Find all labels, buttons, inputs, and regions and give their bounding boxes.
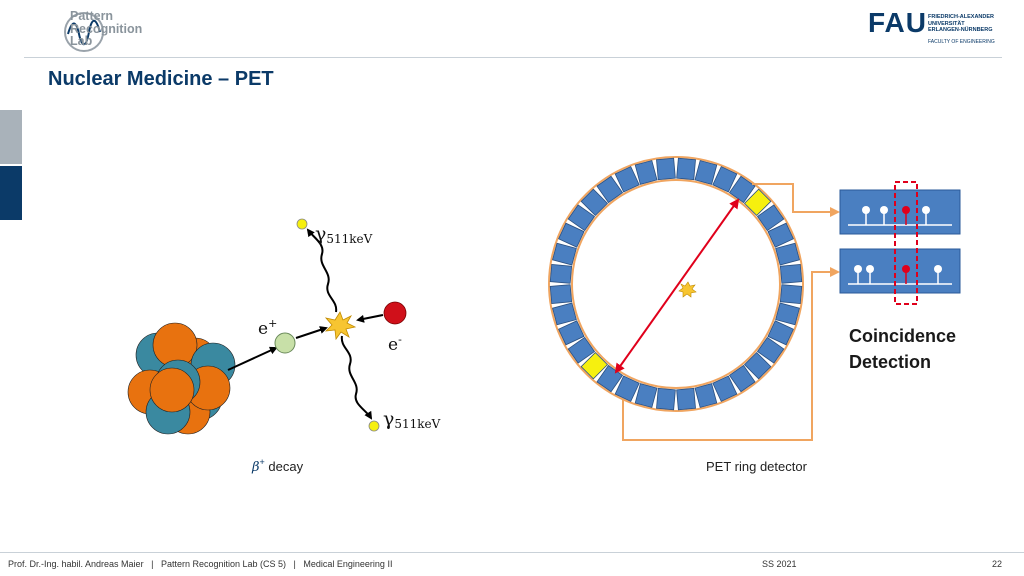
- detector-block: [775, 302, 800, 326]
- detector-block: [775, 242, 800, 266]
- signal-path-top: [752, 183, 840, 217]
- footer-separator-2: |: [293, 559, 296, 569]
- side-tab-grey: [0, 110, 22, 164]
- page-number: 22: [992, 559, 1003, 569]
- detector-block: [558, 222, 585, 248]
- ring-outer-outline: [548, 156, 804, 412]
- fau-logo-text: FAU: [868, 7, 927, 38]
- nucleus: [127, 322, 236, 435]
- coincidence-label-line-2: Detection: [849, 352, 931, 372]
- detector-block: [552, 242, 577, 266]
- detector-block: [558, 320, 585, 346]
- detector-block: [767, 222, 794, 248]
- detector-block: [614, 375, 640, 402]
- detector-block: [567, 336, 596, 364]
- gamma-top-photon: [296, 218, 308, 230]
- header: Pattern Recognition Lab FAU FRIEDRICH-AL…: [0, 0, 1024, 60]
- detector-block: [549, 264, 573, 284]
- detector-block: [549, 284, 573, 304]
- detector-ring: [549, 157, 803, 411]
- fau-logo: FAU FRIEDRICH-ALEXANDER UNIVERSITÄT ERLA…: [868, 8, 1008, 48]
- electron-label: e-: [388, 333, 402, 355]
- university-name-line-3: ERLANGEN-NÜRNBERG: [928, 27, 993, 33]
- detector-block: [779, 264, 803, 284]
- gamma-bottom-photon: [368, 420, 380, 432]
- annihilation-event: [678, 281, 697, 298]
- gamma-top-path: [306, 228, 338, 313]
- detector-block: [567, 204, 596, 232]
- faculty-name: FACULTY OF ENGINEERING: [928, 39, 995, 45]
- footer: Prof. Dr.-Ing. habil. Andreas Maier | Pa…: [0, 557, 1024, 573]
- electron: [383, 301, 407, 325]
- detector-block: [656, 157, 676, 181]
- footer-term: SS 2021: [762, 559, 797, 569]
- signal-pulses-bottom: [848, 265, 952, 285]
- annihilation-burst: [324, 311, 357, 341]
- decay-diagram: γ511keV γ511keV e+ e- β+ decay: [127, 218, 441, 475]
- detector-block-active: [743, 188, 772, 217]
- decay-caption: β+ decay: [251, 457, 304, 475]
- detector-signal-box-top: [839, 189, 961, 235]
- university-name-line-1: FRIEDRICH-ALEXANDER: [928, 14, 994, 20]
- logo-line-2: Recognition: [70, 21, 143, 36]
- footer-separator-1: |: [151, 559, 154, 569]
- line-of-response: [614, 198, 740, 374]
- gamma-bottom-label: γ511keV: [383, 408, 441, 431]
- detector-block: [767, 320, 794, 346]
- title-divider: [24, 57, 1002, 58]
- gamma-bottom-path: [340, 335, 373, 420]
- detector-block: [743, 351, 772, 380]
- detector-block: [596, 175, 624, 204]
- detector-block: [694, 383, 718, 408]
- university-name-line-2: UNIVERSITÄT: [928, 20, 965, 27]
- detector-block: [779, 284, 803, 304]
- ring-inner-outline: [571, 179, 781, 389]
- footer-credits: Prof. Dr.-Ing. habil. Andreas Maier | Pa…: [8, 559, 392, 569]
- page-title: Nuclear Medicine – PET: [48, 68, 274, 90]
- detector-block: [712, 375, 738, 402]
- footer-course: Medical Engineering II: [303, 559, 393, 569]
- detector-block: [676, 387, 696, 411]
- detector-block: [694, 160, 718, 185]
- positron-label: e+: [258, 317, 277, 339]
- detector-block: [712, 166, 738, 193]
- signal-path-bottom: [622, 267, 840, 441]
- detector-block: [614, 166, 640, 193]
- detector-block: [756, 336, 785, 364]
- detector-block: [634, 383, 658, 408]
- detector-block: [634, 160, 658, 185]
- footer-lab: Pattern Recognition Lab (CS 5): [160, 559, 287, 569]
- positron-to-annihilation-arrow: [295, 326, 328, 339]
- detector-block: [552, 302, 577, 326]
- gamma-top-label: γ511keV: [315, 223, 373, 246]
- positron: [274, 332, 296, 354]
- detector-block: [656, 387, 676, 411]
- pet-caption: PET ring detector: [706, 459, 808, 474]
- coincidence-window: [894, 181, 918, 305]
- electron-to-annihilation-arrow: [356, 314, 384, 323]
- pet-ring-diagram: Coincidence Detection PET ring detector: [548, 156, 961, 474]
- side-tab-blue: [0, 166, 22, 220]
- detector-block-active: [580, 351, 609, 380]
- logo-text: Pattern Recognition Lab: [70, 10, 142, 48]
- detector-block: [756, 204, 785, 232]
- logo-line-3: Lab: [70, 34, 93, 48]
- logo-line-1: Pattern: [70, 9, 114, 23]
- footer-divider: [0, 552, 1024, 553]
- detector-block: [676, 157, 696, 181]
- detector-block: [728, 175, 756, 204]
- signal-pulses-top: [848, 206, 952, 226]
- pattern-recognition-lab-logo: [64, 12, 104, 52]
- coincidence-label-line-1: Coincidence: [849, 326, 956, 346]
- nucleus-to-positron-arrow: [227, 346, 278, 371]
- university-name: FRIEDRICH-ALEXANDER UNIVERSITÄT ERLANGEN…: [928, 14, 994, 34]
- detector-block: [580, 188, 609, 217]
- footer-author: Prof. Dr.-Ing. habil. Andreas Maier: [8, 559, 144, 569]
